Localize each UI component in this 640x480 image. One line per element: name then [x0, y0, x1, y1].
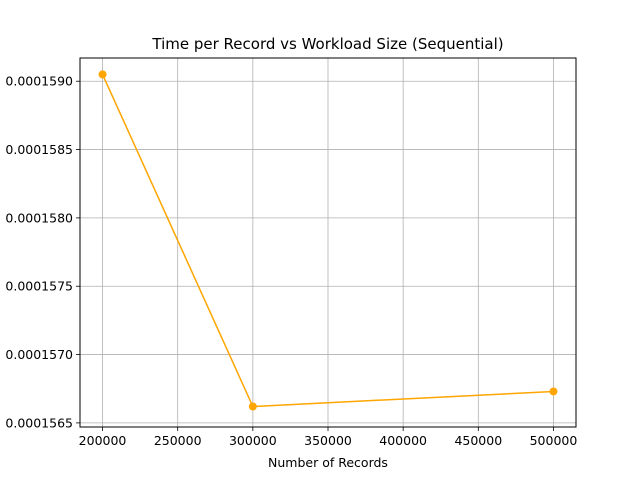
x-tick-label: 500000	[530, 433, 578, 448]
x-tick-label: 250000	[154, 433, 202, 448]
x-tick-label: 350000	[304, 433, 352, 448]
data-point	[98, 70, 107, 79]
y-tick-label: 0.0001585	[5, 142, 73, 157]
y-tick-label: 0.0001575	[5, 279, 73, 294]
data-point	[549, 387, 558, 396]
x-axis-label: Number of Records	[268, 455, 388, 470]
y-tick-label: 0.0001565	[5, 415, 73, 430]
x-axis-ticks: 200000 250000 300000 350000 400000 450000 5000…	[79, 427, 578, 448]
data-point	[248, 402, 257, 411]
x-tick-label: 400000	[379, 433, 427, 448]
x-tick-label: 450000	[454, 433, 502, 448]
y-tick-label: 0.0001580	[5, 210, 73, 225]
y-tick-label: 0.0001590	[5, 74, 73, 89]
chart-title: Time per Record vs Workload Size (Sequen…	[151, 35, 503, 53]
grid	[80, 58, 576, 427]
x-tick-label: 200000	[79, 433, 127, 448]
series-layer	[98, 70, 558, 411]
y-tick-label: 0.0001570	[5, 347, 73, 362]
x-tick-label: 300000	[229, 433, 277, 448]
y-axis-ticks: 0.0001565 0.0001570 0.0001575 0.0001580 0.00…	[5, 74, 80, 430]
